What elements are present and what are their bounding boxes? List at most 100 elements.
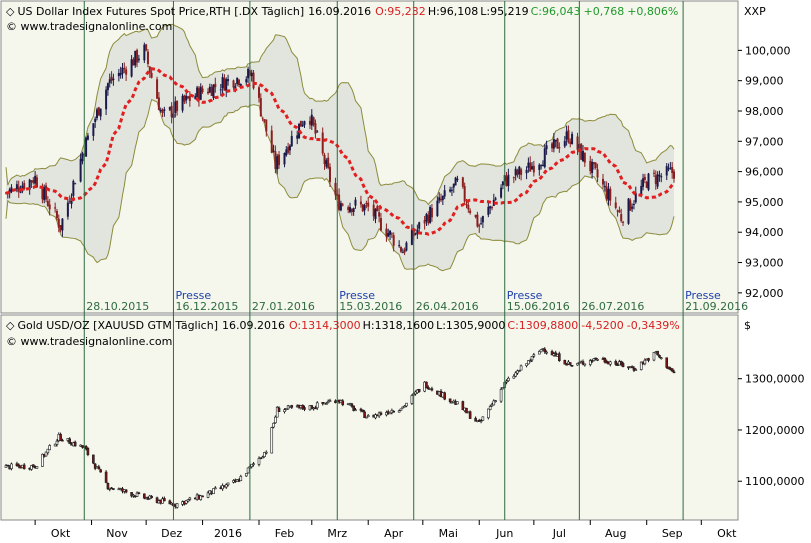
usd-candle-body [467, 204, 470, 210]
usd-candle-body [372, 204, 375, 217]
usd-candle-body [359, 201, 362, 205]
usd-candle-body [150, 72, 153, 78]
gold-candle-body [494, 400, 497, 402]
usd-candle-body [239, 83, 242, 86]
usd-candle-body [438, 197, 441, 201]
usd-candle-body [236, 77, 239, 84]
gold-chart-layer [4, 347, 676, 509]
usd-candle-body [525, 169, 528, 174]
usd-title-marker: ◇ [6, 5, 15, 18]
gold-high: H:1318,1600 [363, 319, 434, 332]
usd-candle-body [8, 189, 11, 194]
usd-candle-body [414, 233, 417, 235]
usd-candle-body [30, 180, 33, 183]
usd-candle-body [99, 108, 102, 117]
usd-candle-body [188, 95, 191, 101]
gold-candle-body [588, 360, 592, 365]
gold-candle-body [481, 416, 485, 421]
usd-candle-body [405, 242, 408, 251]
usd-candle-body [418, 222, 421, 229]
usd-candle-body [237, 79, 240, 85]
gold-candle-body [135, 492, 139, 497]
usd-candle-body [308, 120, 311, 125]
usd-candle-body [583, 152, 586, 163]
gold-candle-body [365, 416, 368, 419]
gold-candle-body [4, 465, 8, 468]
usd-candle-body [469, 210, 472, 213]
bollinger-upper-line [5, 23, 675, 206]
gold-candle-body [532, 354, 536, 357]
gold-candle-body [659, 357, 663, 359]
usd-candle-body [34, 175, 37, 184]
usd-candle-body [28, 179, 31, 190]
usd-candle-body [576, 136, 579, 150]
gold-candle-body [199, 495, 203, 500]
usd-candle-body [379, 218, 382, 231]
gold-candle-body [326, 400, 330, 403]
gold-candle-body [150, 496, 153, 498]
usd-candle-body [631, 206, 634, 209]
usd-candle-body [440, 198, 443, 201]
gold-candle-body [630, 366, 634, 369]
usd-candle-body [137, 58, 140, 61]
gold-candle-body [81, 445, 84, 448]
usd-candle-body [427, 214, 430, 224]
gold-candle-body [565, 363, 568, 366]
usd-candle-body [57, 218, 60, 228]
usd-y-tick-label: 97,000 [745, 135, 784, 148]
gold-candle-body [399, 408, 403, 411]
usd-candle-body [119, 73, 122, 76]
gold-candle-body [514, 372, 517, 377]
usd-candle-body [554, 139, 557, 142]
usd-candle-body [378, 212, 381, 217]
gold-candle-body [543, 348, 547, 352]
gold-candle-body [257, 457, 261, 465]
gold-candle-body [425, 381, 428, 389]
gold-candle-body [361, 409, 365, 412]
usd-candle-body [645, 181, 648, 188]
usd-candle-body [658, 175, 661, 177]
usd-candle-body [132, 59, 135, 66]
gold-candle-body [619, 361, 623, 365]
usd-candle-body [323, 154, 326, 165]
usd-candle-body [23, 183, 26, 189]
gold-candle-body [112, 488, 115, 490]
usd-candle-body [347, 207, 350, 211]
usd-candle-body [387, 233, 390, 237]
gold-candle-body [48, 445, 51, 451]
gold-candle-body [363, 411, 366, 418]
usd-candle-body [489, 206, 492, 209]
gold-candle-body [250, 463, 254, 468]
usd-high: H:96,108 [428, 5, 478, 18]
usd-candle-body [32, 180, 35, 184]
usd-candle-body [558, 147, 561, 149]
event-date-label: 21.09.2016 [685, 300, 748, 313]
usd-candle-body [602, 178, 605, 185]
gold-open: O:1314,3000 [289, 319, 361, 332]
usd-candle-body [532, 165, 535, 173]
usd-candle-body [214, 83, 217, 88]
usd-candle-body [296, 135, 299, 139]
usd-change-pct: +0,806% [627, 5, 678, 18]
event-date-label: 26.07.2016 [581, 300, 644, 313]
event-date-label: 15.06.2016 [507, 300, 570, 313]
gold-candle-body [226, 482, 230, 486]
usd-candle-body [176, 100, 179, 112]
usd-candle-body [669, 167, 672, 169]
usd-candle-body [565, 131, 568, 140]
gold-candle-body [492, 400, 496, 406]
gold-candle-body [314, 407, 317, 410]
usd-candle-body [290, 136, 293, 147]
usd-candle-body [452, 183, 455, 188]
gold-candle-body [53, 443, 57, 447]
gold-candle-body [188, 497, 192, 500]
gold-candle-body [68, 438, 72, 444]
usd-y-tick-label: 93,000 [745, 257, 784, 270]
gold-candle-body [652, 352, 656, 361]
usd-candle-body [197, 88, 200, 101]
usd-candle-body [227, 79, 230, 82]
usd-candle-body [287, 146, 290, 153]
usd-candle-body [392, 235, 395, 246]
usd-candle-body [339, 203, 342, 211]
